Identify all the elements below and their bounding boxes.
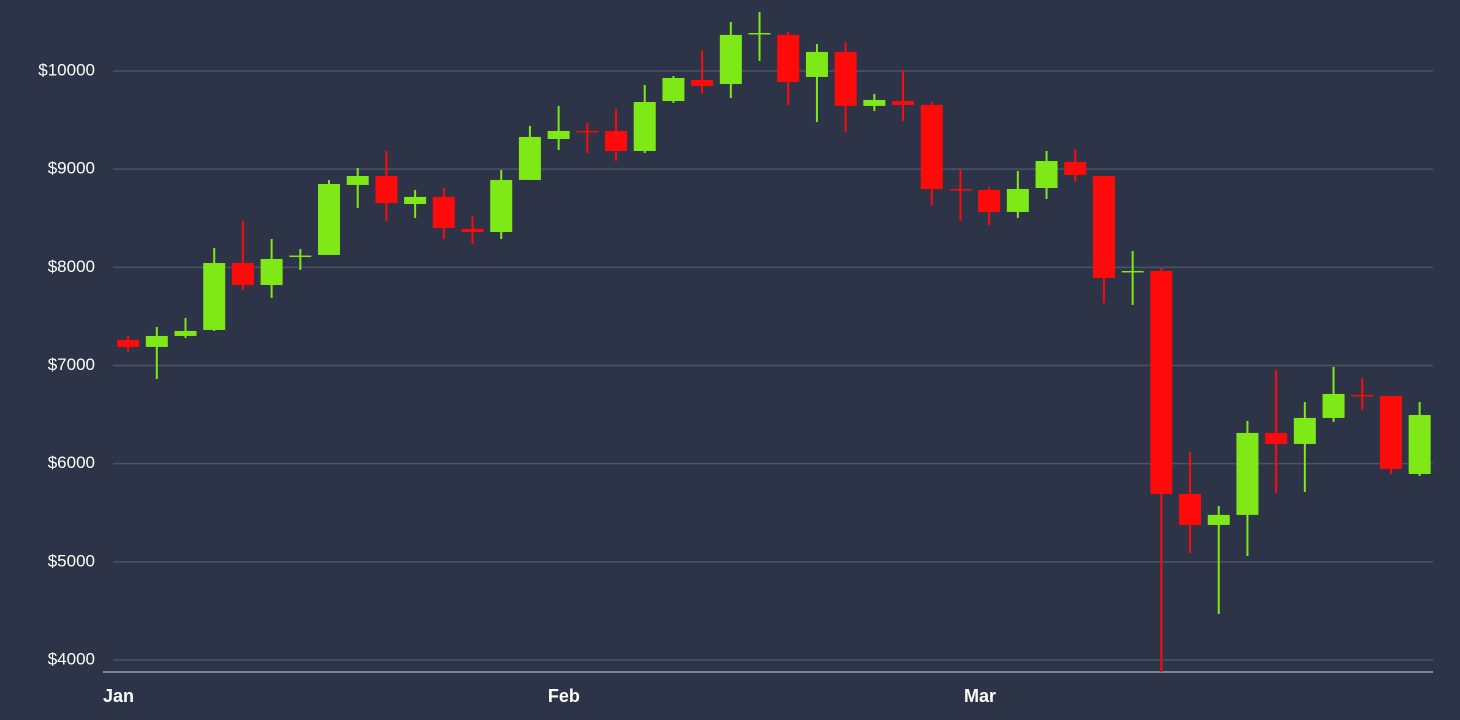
candle-body (1207, 514, 1230, 525)
candle-body (1408, 414, 1431, 474)
candle-body (346, 176, 369, 185)
candle-body (174, 330, 197, 336)
candle-body (490, 179, 513, 232)
candle-body (805, 51, 828, 77)
x-tick-label: Jan (103, 686, 134, 706)
candle-body (117, 339, 140, 347)
candle-body (777, 34, 800, 82)
y-tick-label: $6000 (48, 453, 95, 472)
candle-body (892, 101, 915, 105)
candle-body (260, 258, 283, 285)
x-tick-label: Mar (964, 686, 996, 706)
candle-body (145, 335, 168, 347)
candle-body (1293, 417, 1316, 444)
y-tick-label: $10000 (38, 60, 95, 79)
y-tick-label: $7000 (48, 355, 95, 374)
candle-body (318, 183, 341, 255)
candle-body (920, 104, 943, 189)
candle-body (289, 255, 312, 258)
candle-body (1379, 395, 1402, 469)
candle-body (1121, 270, 1144, 273)
candle-body (978, 189, 1001, 212)
candle-body (1006, 188, 1029, 212)
candle-body (1351, 394, 1374, 397)
candle-body (1265, 432, 1288, 444)
candle-body (432, 196, 455, 228)
y-tick-label: $5000 (48, 551, 95, 570)
candle-body (1236, 432, 1259, 515)
candle-body (691, 80, 714, 87)
candle-body (834, 51, 857, 106)
candle-body (518, 136, 541, 180)
x-tick-label: Feb (548, 686, 580, 706)
candle-body (547, 130, 570, 140)
candle-body (949, 188, 972, 191)
candle-body (1179, 494, 1202, 525)
candle-body (231, 263, 254, 285)
candle-body (863, 99, 886, 106)
candle-body (1150, 270, 1173, 495)
candle-body (576, 130, 599, 133)
y-tick-label: $4000 (48, 650, 95, 669)
y-tick-label: $8000 (48, 257, 95, 276)
candle-body (633, 102, 656, 151)
candle-body (1092, 176, 1115, 279)
candle-body (1322, 393, 1345, 418)
candle-body (662, 77, 685, 102)
candle-body (461, 228, 484, 232)
y-tick-label: $9000 (48, 159, 95, 178)
candle-body (719, 34, 742, 85)
candle-body (748, 32, 771, 35)
candle-body (605, 130, 628, 151)
candle-body (404, 196, 427, 205)
candle-body (1035, 161, 1058, 189)
candle-body (203, 263, 226, 330)
candle-body (375, 176, 398, 204)
candle-body (1064, 161, 1087, 175)
